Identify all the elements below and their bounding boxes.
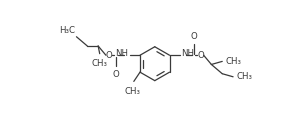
Text: CH₃: CH₃ — [92, 59, 108, 68]
Text: O: O — [113, 70, 119, 79]
Text: H₃C: H₃C — [59, 26, 75, 35]
Text: NH: NH — [115, 49, 128, 58]
Text: CH₃: CH₃ — [236, 72, 252, 81]
Text: O: O — [190, 32, 197, 41]
Text: CH₃: CH₃ — [225, 57, 241, 66]
Text: NH: NH — [181, 49, 194, 58]
Text: O: O — [106, 51, 112, 60]
Text: O: O — [197, 51, 204, 60]
Text: CH₃: CH₃ — [124, 87, 140, 96]
